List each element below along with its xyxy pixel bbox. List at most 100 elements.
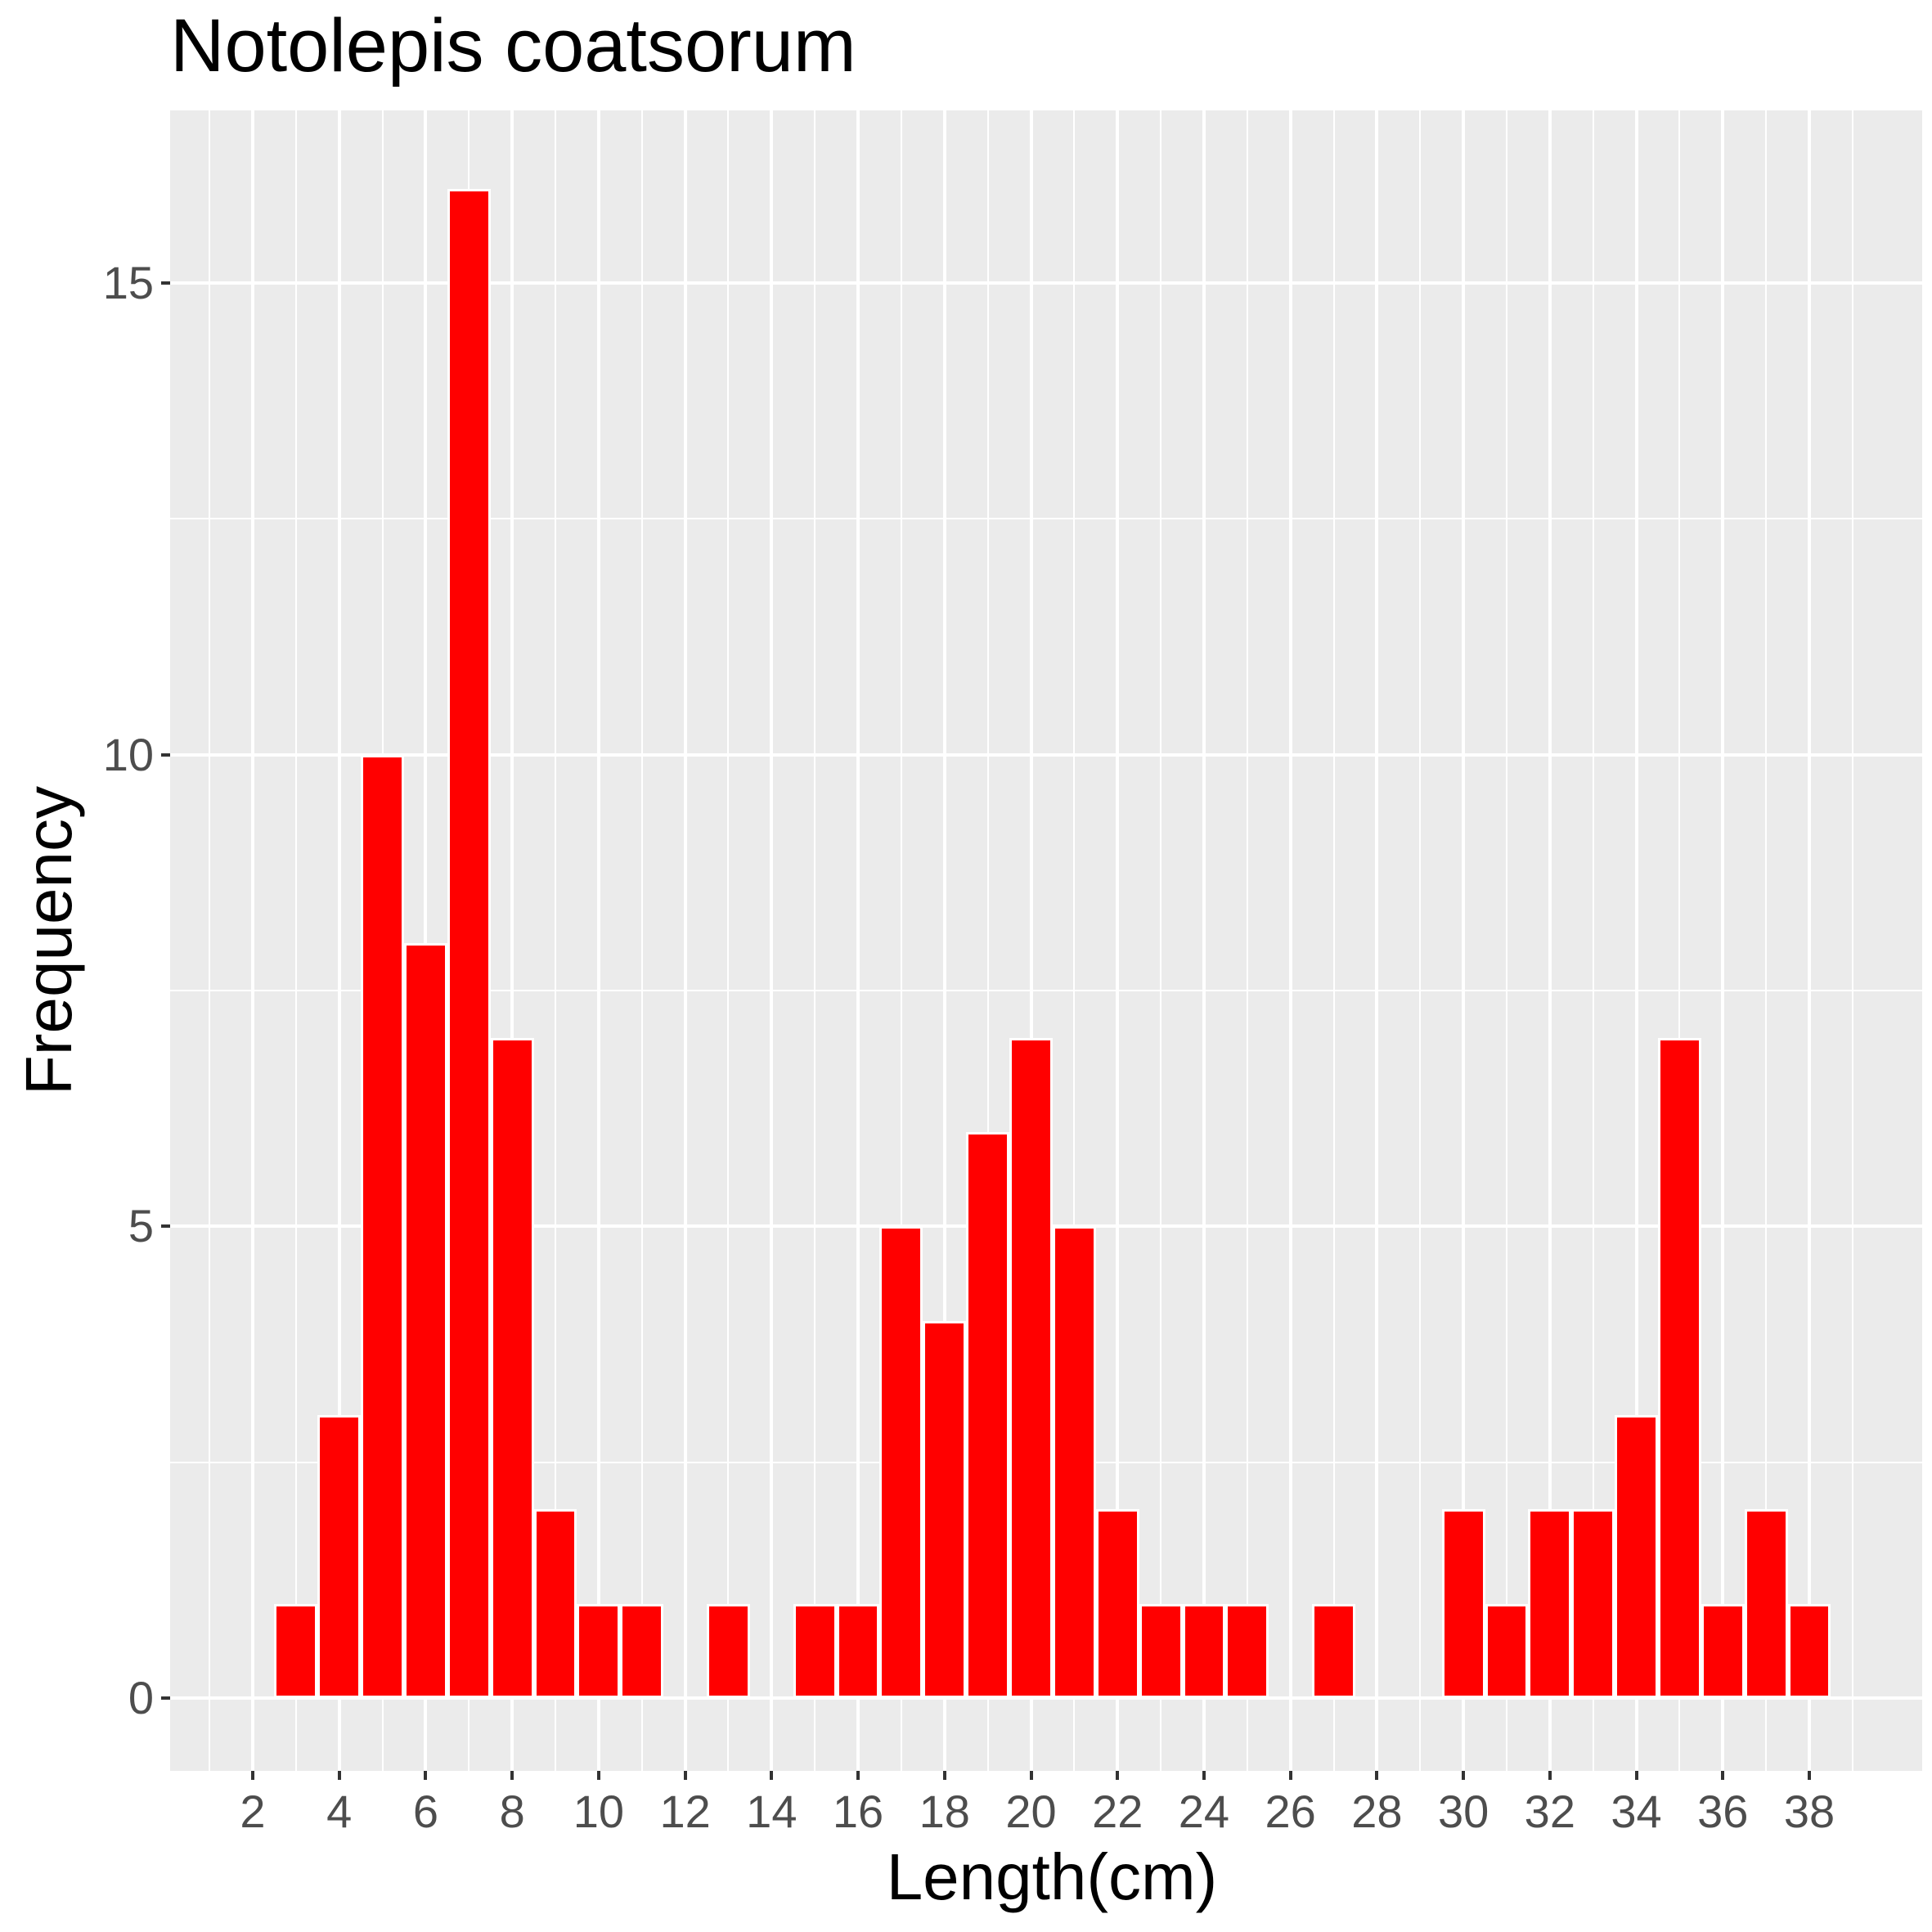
- major-gridline-x: [1721, 110, 1725, 1771]
- major-gridline-x: [683, 110, 687, 1771]
- y-tick-label: 10: [102, 728, 154, 780]
- minor-gridline-x: [1592, 110, 1594, 1771]
- major-gridline-x: [1288, 110, 1292, 1771]
- plot-panel: [170, 110, 1922, 1771]
- x-tick-label: 10: [573, 1786, 625, 1837]
- histogram-bar: [620, 1603, 664, 1698]
- minor-gridline-x: [1505, 110, 1507, 1771]
- histogram-bar: [707, 1603, 750, 1698]
- histogram-bar: [1701, 1603, 1745, 1698]
- histogram-bar: [793, 1603, 837, 1698]
- y-tick-mark: [161, 1224, 170, 1229]
- major-gridline-x: [1462, 110, 1466, 1771]
- x-tick-mark: [596, 1771, 600, 1780]
- x-tick-mark: [1808, 1771, 1811, 1780]
- histogram-bar: [533, 1509, 577, 1698]
- y-tick-mark: [161, 753, 170, 757]
- histogram-bar: [1009, 1037, 1053, 1698]
- histogram-bar: [1528, 1509, 1572, 1698]
- histogram-bar: [1787, 1603, 1831, 1698]
- minor-gridline-y: [170, 990, 1922, 991]
- histogram-bar: [966, 1132, 1010, 1698]
- minor-gridline-x: [1073, 110, 1076, 1771]
- x-tick-label: 28: [1351, 1786, 1403, 1837]
- x-tick-mark: [251, 1771, 254, 1780]
- major-gridline-x: [770, 110, 774, 1771]
- major-gridline-x: [1029, 110, 1033, 1771]
- y-tick-label: 15: [102, 257, 154, 308]
- x-tick-label: 2: [240, 1786, 266, 1837]
- x-tick-mark: [1288, 1771, 1292, 1780]
- x-tick-mark: [424, 1771, 428, 1780]
- minor-gridline-x: [900, 110, 902, 1771]
- histogram-bar: [1571, 1509, 1615, 1698]
- x-tick-label: 32: [1524, 1786, 1575, 1837]
- x-tick-label: 6: [412, 1786, 439, 1837]
- y-axis-label: Frequency: [12, 786, 85, 1095]
- histogram-bar: [317, 1415, 362, 1698]
- x-tick-mark: [942, 1771, 946, 1780]
- major-gridline-y: [170, 753, 1922, 757]
- major-gridline-x: [1548, 110, 1552, 1771]
- x-tick-label: 36: [1697, 1786, 1749, 1837]
- x-tick-mark: [337, 1771, 341, 1780]
- major-gridline-x: [942, 110, 946, 1771]
- major-gridline-x: [596, 110, 600, 1771]
- minor-gridline-x: [1160, 110, 1162, 1771]
- histogram-bar: [923, 1320, 967, 1698]
- y-tick-label: 0: [128, 1672, 154, 1723]
- x-axis-label: Length(cm): [886, 1840, 1218, 1913]
- chart-title: Notolepis coatsorum: [170, 4, 856, 88]
- x-tick-mark: [1721, 1771, 1725, 1780]
- x-tick-label: 34: [1611, 1786, 1662, 1837]
- histogram-bar: [1441, 1509, 1485, 1698]
- major-gridline-x: [856, 110, 860, 1771]
- minor-gridline-x: [1419, 110, 1422, 1771]
- x-tick-mark: [1375, 1771, 1379, 1780]
- x-tick-mark: [1548, 1771, 1552, 1780]
- minor-gridline-x: [1851, 110, 1853, 1771]
- histogram-bar: [1485, 1603, 1529, 1698]
- major-gridline-x: [1375, 110, 1379, 1771]
- histogram-bar: [1744, 1509, 1788, 1698]
- major-gridline-y: [170, 1696, 1922, 1700]
- histogram-bar: [1615, 1415, 1658, 1698]
- x-tick-label: 14: [746, 1786, 798, 1837]
- major-gridline-x: [1634, 110, 1638, 1771]
- major-gridline-x: [424, 110, 428, 1771]
- x-tick-label: 24: [1178, 1786, 1230, 1837]
- histogram-bar: [1052, 1226, 1096, 1698]
- major-gridline-x: [251, 110, 254, 1771]
- y-tick-mark: [161, 281, 170, 285]
- histogram-bar: [490, 1037, 534, 1698]
- minor-gridline-x: [1246, 110, 1248, 1771]
- x-tick-mark: [1462, 1771, 1466, 1780]
- x-tick-label: 12: [659, 1786, 711, 1837]
- x-tick-mark: [510, 1771, 514, 1780]
- minor-gridline-x: [640, 110, 643, 1771]
- minor-gridline-x: [1765, 110, 1768, 1771]
- minor-gridline-x: [986, 110, 989, 1771]
- major-gridline-x: [1202, 110, 1206, 1771]
- x-tick-mark: [1029, 1771, 1033, 1780]
- histogram-bar: [577, 1603, 621, 1698]
- major-gridline-x: [337, 110, 341, 1771]
- major-gridline-x: [510, 110, 514, 1771]
- histogram-bar: [447, 188, 491, 1698]
- histogram-bar: [836, 1603, 880, 1698]
- y-tick-label: 5: [128, 1200, 154, 1252]
- minor-gridline-x: [727, 110, 730, 1771]
- histogram-bar: [879, 1226, 923, 1698]
- histogram-bar: [274, 1603, 318, 1698]
- histogram-bar: [1225, 1603, 1269, 1698]
- major-gridline-y: [170, 281, 1922, 285]
- x-tick-label: 26: [1265, 1786, 1316, 1837]
- histogram-bar: [1095, 1509, 1139, 1698]
- minor-gridline-x: [1678, 110, 1681, 1771]
- x-tick-label: 8: [499, 1786, 525, 1837]
- x-tick-label: 16: [832, 1786, 884, 1837]
- x-tick-label: 30: [1437, 1786, 1489, 1837]
- minor-gridline-x: [814, 110, 816, 1771]
- x-tick-mark: [1116, 1771, 1120, 1780]
- histogram-bar: [1139, 1603, 1183, 1698]
